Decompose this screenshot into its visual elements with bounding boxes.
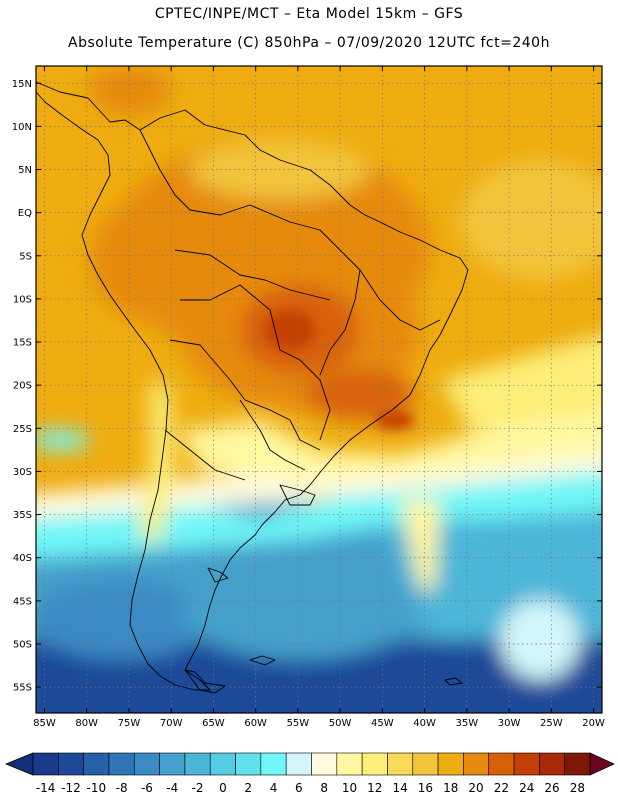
lon-tick-label: 20W <box>582 718 605 729</box>
lon-tick-label: 65W <box>202 718 225 729</box>
lon-tick-label: 60W <box>244 718 267 729</box>
color-bar-swatch <box>488 752 515 776</box>
lon-tick-label: 70W <box>160 718 183 729</box>
lon-tick-label: 40W <box>413 718 436 729</box>
color-bar-label: 22 <box>494 781 509 795</box>
color-bar-label: 4 <box>270 781 278 795</box>
temperature-map: 15N 10N 5N EQ 5S 10S 15S 20S 25S 30S 35S 40S 45S 50S 5… <box>12 65 605 729</box>
lon-tick-label: 30W <box>498 718 521 729</box>
lat-tick-label: 15N <box>12 79 32 90</box>
color-bar-swatch <box>184 752 211 776</box>
lon-tick-label: 50W <box>329 718 352 729</box>
latitude-axis: 15N 10N 5N EQ 5S 10S 15S 20S 25S 30S 35S 40S 45S 50S 5… <box>12 79 602 694</box>
lat-tick-label: 5N <box>18 165 32 176</box>
color-bar-swatch <box>159 752 186 776</box>
lat-tick-label: 15S <box>13 338 32 349</box>
color-bar-swatch <box>412 752 439 776</box>
color-bar-swatch <box>387 752 414 776</box>
color-bar-label: 20 <box>468 781 483 795</box>
color-bar-swatch <box>133 752 160 776</box>
color-bar-labels: -14 -12 -10 -8 -6 -4 -2 0 2 4 6 8 10 12 14 16 18 20 22 24 26… <box>36 781 585 795</box>
color-bar-label: -6 <box>141 781 153 795</box>
lat-tick-label: 50S <box>13 639 32 650</box>
lon-tick-label: 45W <box>371 718 394 729</box>
lat-tick-label: 5S <box>19 251 32 262</box>
color-bar-label: 28 <box>570 781 585 795</box>
color-bar-label: -10 <box>86 781 106 795</box>
color-bar-label: -12 <box>61 781 81 795</box>
lat-tick-label: 55S <box>13 683 32 694</box>
color-bar-label: 2 <box>244 781 252 795</box>
longitude-axis: 85W 80W 75W 70W 65W 60W 55W 50W 45W 40W 35W 30W 25W 2… <box>33 66 605 729</box>
color-bar-swatch <box>361 752 388 776</box>
lat-tick-label: 10S <box>13 294 32 305</box>
color-bar-label: 8 <box>320 781 328 795</box>
temperature-field <box>36 66 602 713</box>
color-bar-swatch <box>311 752 338 776</box>
color-bar-swatch <box>463 752 490 776</box>
color-bar-low-arrow <box>4 752 34 776</box>
color-bar-label: -2 <box>192 781 204 795</box>
color-bar-swatches <box>4 752 615 776</box>
lat-tick-label: EQ <box>18 208 32 219</box>
lon-tick-label: 80W <box>75 718 98 729</box>
map-title-line2: Absolute Temperature (C) 850hPa – 07/09/… <box>68 35 550 51</box>
color-bar-label: 10 <box>342 781 357 795</box>
color-bar-swatch <box>437 752 464 776</box>
map-title-line1: CPTEC/INPE/MCT – Eta Model 15km – GFS <box>154 6 464 22</box>
color-bar-label: 14 <box>392 781 407 795</box>
color-bar-swatch <box>32 752 59 776</box>
lon-tick-label: 25W <box>540 718 563 729</box>
color-bar-swatch <box>209 752 236 776</box>
color-bar-swatch <box>108 752 135 776</box>
color-bar-label: 0 <box>219 781 227 795</box>
color-bar: -14 -12 -10 -8 -6 -4 -2 0 2 4 6 8 10 12 14 16 18 20 22 24 26… <box>4 752 615 795</box>
color-bar-label: 6 <box>295 781 303 795</box>
coastlines <box>35 81 469 694</box>
lat-tick-label: 45S <box>13 596 32 607</box>
lon-tick-label: 35W <box>456 718 479 729</box>
color-bar-label: -14 <box>36 781 56 795</box>
color-bar-label: 12 <box>367 781 382 795</box>
color-bar-swatch <box>564 752 591 776</box>
lat-tick-label: 35S <box>13 510 32 521</box>
color-bar-swatch <box>336 752 363 776</box>
map-frame <box>35 65 603 714</box>
color-bar-swatch <box>539 752 565 776</box>
color-bar-swatch <box>58 752 84 776</box>
color-bar-label: 18 <box>443 781 458 795</box>
color-bar-label: 26 <box>544 781 559 795</box>
lat-tick-label: 20S <box>13 381 32 392</box>
color-bar-swatch <box>260 752 287 776</box>
color-bar-label: -8 <box>116 781 128 795</box>
color-bar-label: -4 <box>166 781 178 795</box>
color-bar-label: 24 <box>519 781 534 795</box>
lat-tick-label: 30S <box>13 467 32 478</box>
lon-tick-label: 85W <box>33 718 56 729</box>
lat-tick-label: 25S <box>13 424 32 435</box>
color-bar-swatch <box>83 752 110 776</box>
lat-tick-label: 10N <box>12 122 32 133</box>
color-bar-swatch <box>513 752 540 776</box>
color-bar-high-arrow <box>589 752 615 776</box>
color-bar-swatch <box>285 752 312 776</box>
color-bar-swatch <box>235 752 262 776</box>
lon-tick-label: 75W <box>118 718 141 729</box>
color-bar-label: 16 <box>418 781 433 795</box>
lat-tick-label: 40S <box>13 553 32 564</box>
lon-tick-label: 55W <box>287 718 310 729</box>
